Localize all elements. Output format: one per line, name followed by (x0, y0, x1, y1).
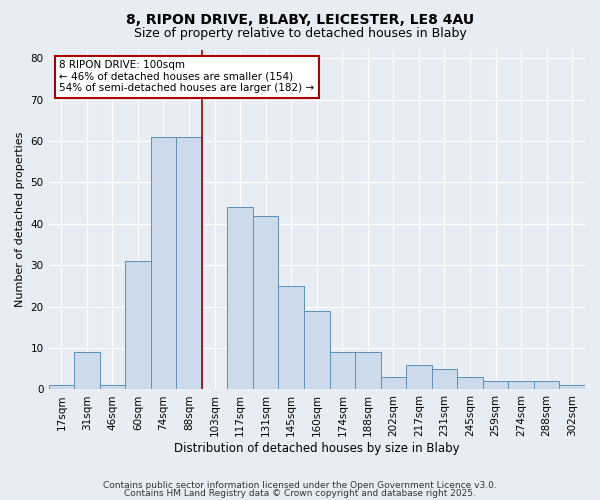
Bar (508, 381, 534, 390)
Bar (534, 381, 559, 390)
Bar (253, 216, 278, 390)
Bar (176, 137, 202, 390)
Bar (559, 386, 585, 390)
Text: Contains public sector information licensed under the Open Government Licence v3: Contains public sector information licen… (103, 481, 497, 490)
Bar (100, 386, 125, 390)
Text: 8 RIPON DRIVE: 100sqm
← 46% of detached houses are smaller (154)
54% of semi-det: 8 RIPON DRIVE: 100sqm ← 46% of detached … (59, 60, 314, 94)
Bar (355, 352, 380, 390)
Bar (227, 208, 253, 390)
Bar (74, 352, 100, 390)
Bar (304, 311, 329, 390)
Bar (483, 381, 508, 390)
Bar (457, 377, 483, 390)
Bar (125, 261, 151, 390)
Bar (406, 364, 432, 390)
Bar (329, 352, 355, 390)
Bar (151, 137, 176, 390)
X-axis label: Distribution of detached houses by size in Blaby: Distribution of detached houses by size … (174, 442, 460, 455)
Bar (278, 286, 304, 390)
Bar (432, 369, 457, 390)
Bar (380, 377, 406, 390)
Text: Contains HM Land Registry data © Crown copyright and database right 2025.: Contains HM Land Registry data © Crown c… (124, 488, 476, 498)
Text: 8, RIPON DRIVE, BLABY, LEICESTER, LE8 4AU: 8, RIPON DRIVE, BLABY, LEICESTER, LE8 4A… (126, 12, 474, 26)
Bar (49, 386, 74, 390)
Text: Size of property relative to detached houses in Blaby: Size of property relative to detached ho… (134, 28, 466, 40)
Y-axis label: Number of detached properties: Number of detached properties (15, 132, 25, 308)
